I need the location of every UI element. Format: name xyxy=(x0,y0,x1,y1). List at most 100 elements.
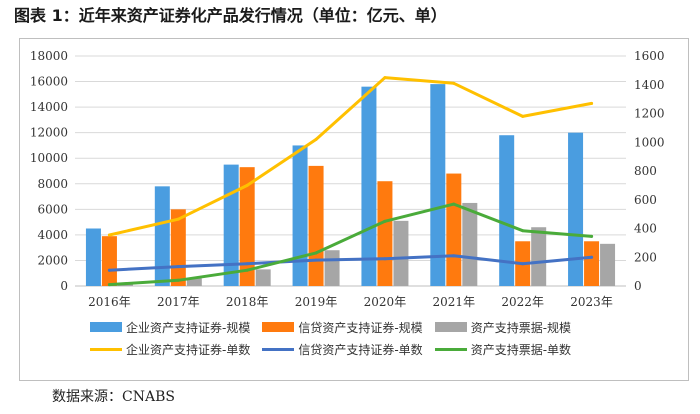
legend-swatch-enterprise-scale xyxy=(90,322,122,332)
right-axis-tick-label: 200 xyxy=(634,250,657,264)
left-axis-tick-label: 8000 xyxy=(37,177,68,191)
legend-item-abn-scale: 资产支持票据-规模 xyxy=(434,319,572,336)
line-point xyxy=(176,278,180,282)
series-line xyxy=(107,254,594,272)
bar xyxy=(430,84,446,286)
line-point xyxy=(452,81,456,85)
bar xyxy=(446,173,462,286)
line-point xyxy=(107,283,111,287)
bar xyxy=(568,132,584,286)
line-point xyxy=(590,234,594,238)
line-point xyxy=(590,101,594,105)
legend-item-credit-scale: 信贷资产支持证券-规模 xyxy=(262,319,423,336)
right-axis-tick-label: 600 xyxy=(634,193,657,207)
bar xyxy=(393,220,409,286)
bar xyxy=(499,135,515,286)
line-point xyxy=(107,233,111,237)
legend-row-lines: 企业资产支持证券-单数 信贷资产支持证券-单数 资产支持票据-单数 xyxy=(90,338,650,360)
left-axis-tick-label: 0 xyxy=(60,279,68,293)
left-axis-tick-label: 12000 xyxy=(30,126,68,140)
legend-label: 资产支持票据-单数 xyxy=(470,342,572,357)
bar xyxy=(255,269,271,286)
line-point xyxy=(452,254,456,258)
left-axis-tick-label: 10000 xyxy=(30,151,68,165)
line-point xyxy=(314,258,318,262)
line-point xyxy=(521,262,525,266)
bar xyxy=(324,250,340,286)
line-point xyxy=(590,255,594,259)
left-axis-tick-label: 18000 xyxy=(30,49,68,63)
bar xyxy=(85,228,101,286)
bar xyxy=(600,243,616,286)
x-axis-tick-label: 2019年 xyxy=(295,295,338,309)
legend-swatch-credit-scale xyxy=(262,322,295,332)
legend-item-enterprise-scale: 企业资产支持证券-规模 xyxy=(90,319,250,336)
x-axis-tick-label: 2022年 xyxy=(501,295,544,309)
series-line xyxy=(107,202,594,287)
left-axis-tick-label: 14000 xyxy=(30,100,68,114)
right-axis-tick-label: 1200 xyxy=(634,107,665,121)
x-axis-tick-label: 2023年 xyxy=(570,295,613,309)
line-point xyxy=(314,251,318,255)
bar xyxy=(531,227,547,286)
line-point xyxy=(176,217,180,221)
bar xyxy=(462,202,478,286)
bar xyxy=(584,241,600,286)
right-axis-tick-label: 800 xyxy=(634,164,657,178)
line-point xyxy=(245,183,249,187)
line-point xyxy=(176,265,180,269)
left-axis-tick-label: 16000 xyxy=(30,75,68,89)
legend: 企业资产支持证券-规模 信贷资产支持证券-规模 资产支持票据-规模 企业资产支持… xyxy=(90,316,650,360)
line-point xyxy=(383,219,387,223)
legend-label: 信贷资产支持证券-单数 xyxy=(298,342,423,357)
right-axis-tick-label: 1400 xyxy=(634,78,665,92)
bar xyxy=(308,165,324,286)
legend-label: 资产支持票据-规模 xyxy=(470,320,572,335)
series-line xyxy=(107,76,594,237)
legend-label: 信贷资产支持证券-规模 xyxy=(298,320,423,335)
legend-item-abn-count: 资产支持票据-单数 xyxy=(434,341,572,358)
chart-frame xyxy=(19,38,689,381)
line-point xyxy=(314,137,318,141)
line-point xyxy=(245,268,249,272)
bar xyxy=(377,181,393,286)
bar xyxy=(239,167,255,286)
right-axis-tick-label: 1600 xyxy=(634,49,665,63)
right-axis-tick-label: 400 xyxy=(634,222,657,236)
legend-label: 企业资产支持证券-规模 xyxy=(126,320,251,335)
x-axis-tick-label: 2016年 xyxy=(88,295,131,309)
legend-swatch-credit-count xyxy=(262,347,295,351)
line-point xyxy=(521,114,525,118)
legend-swatch-abn-scale xyxy=(434,322,467,332)
left-axis-tick-label: 6000 xyxy=(37,202,68,216)
line-point xyxy=(452,202,456,206)
figure-title: 图表 1：近年来资产证券化产品发行情况（单位：亿元、单） xyxy=(14,6,447,25)
line-point xyxy=(383,257,387,261)
bar xyxy=(186,278,202,286)
source-note: 数据来源：CNABS xyxy=(52,389,175,405)
x-axis-tick-label: 2017年 xyxy=(157,295,200,309)
line-point xyxy=(245,262,249,266)
x-axis-tick-label: 2018年 xyxy=(226,295,269,309)
line-point xyxy=(521,229,525,233)
bar xyxy=(292,145,308,286)
legend-item-credit-count: 信贷资产支持证券-单数 xyxy=(262,341,423,358)
right-axis-tick-label: 1000 xyxy=(634,135,665,149)
legend-swatch-abn-count xyxy=(434,347,467,351)
legend-row-bars: 企业资产支持证券-规模 信贷资产支持证券-规模 资产支持票据-规模 xyxy=(90,316,650,338)
right-axis-tick-label: 0 xyxy=(634,279,642,293)
line-point xyxy=(107,268,111,272)
bar xyxy=(101,236,117,286)
x-axis-tick-label: 2021年 xyxy=(433,295,476,309)
bar xyxy=(154,186,170,286)
legend-label: 企业资产支持证券-单数 xyxy=(126,342,251,357)
bar xyxy=(361,86,377,287)
left-axis-tick-label: 2000 xyxy=(37,253,68,267)
legend-swatch-enterprise-count xyxy=(90,347,122,351)
bar xyxy=(223,164,239,286)
x-axis-tick-label: 2020年 xyxy=(364,295,407,309)
line-point xyxy=(383,76,387,80)
left-axis-tick-label: 4000 xyxy=(37,228,68,242)
legend-item-enterprise-count: 企业资产支持证券-单数 xyxy=(90,341,250,358)
